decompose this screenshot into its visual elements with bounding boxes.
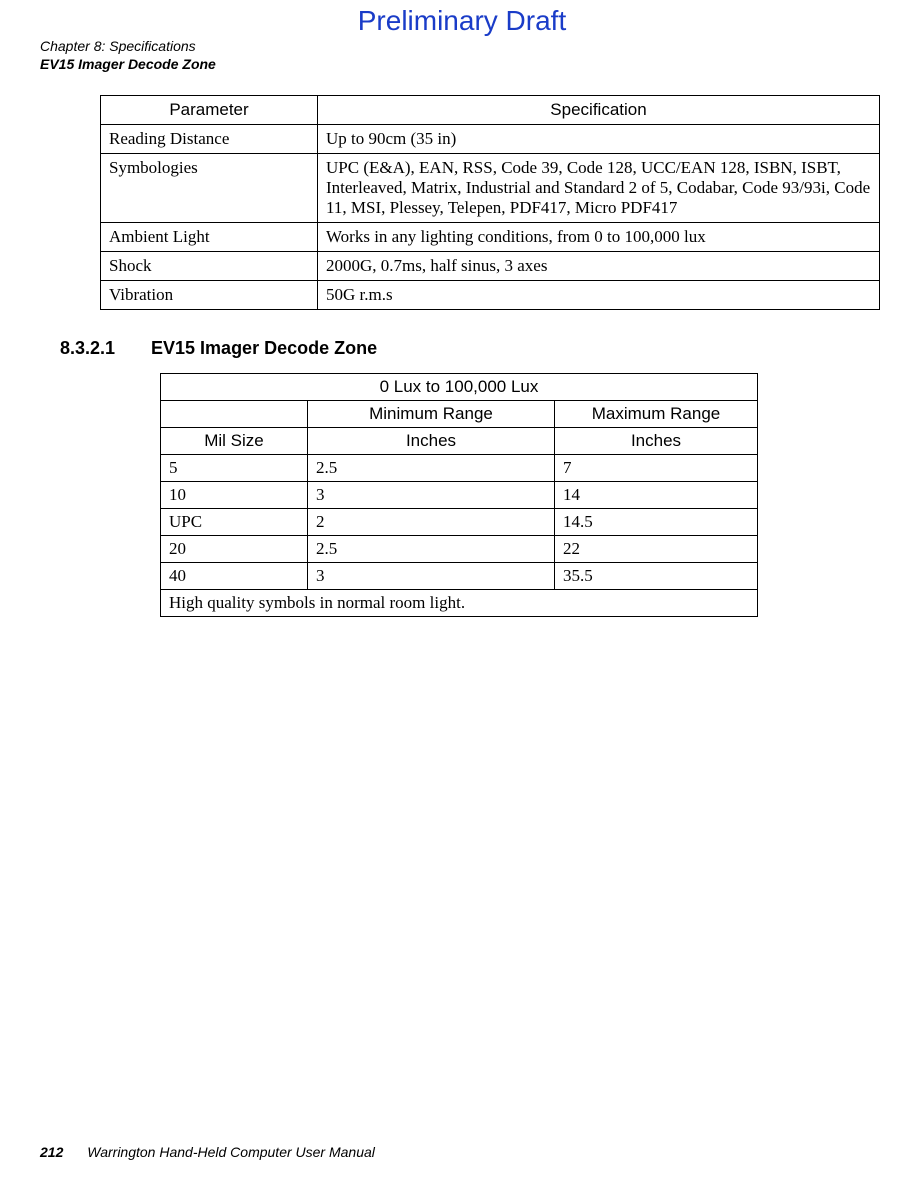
spec-param: Shock bbox=[101, 252, 318, 281]
section-title: EV15 Imager Decode Zone bbox=[151, 338, 377, 358]
decode-mil: 10 bbox=[161, 482, 308, 509]
spec-table-header-row: Parameter Specification bbox=[101, 96, 880, 125]
section-number: 8.3.2.1 bbox=[60, 338, 146, 359]
table-row: 40 3 35.5 bbox=[161, 563, 758, 590]
decode-max: 35.5 bbox=[555, 563, 758, 590]
decode-min: 3 bbox=[308, 482, 555, 509]
decode-footer-text: High quality symbols in normal room ligh… bbox=[161, 590, 758, 617]
decode-min: 2.5 bbox=[308, 536, 555, 563]
spec-header-parameter: Parameter bbox=[101, 96, 318, 125]
content-area: Parameter Specification Reading Distance… bbox=[60, 0, 864, 617]
decode-max: 14 bbox=[555, 482, 758, 509]
running-head-line2: EV15 Imager Decode Zone bbox=[40, 56, 216, 74]
decode-title: 0 Lux to 100,000 Lux bbox=[161, 374, 758, 401]
table-row: UPC 2 14.5 bbox=[161, 509, 758, 536]
decode-mil: 5 bbox=[161, 455, 308, 482]
decode-min: 2 bbox=[308, 509, 555, 536]
spec-value: UPC (E&A), EAN, RSS, Code 39, Code 128, … bbox=[318, 154, 880, 223]
decode-max-unit: Inches bbox=[555, 428, 758, 455]
decode-mil: 20 bbox=[161, 536, 308, 563]
table-row: 5 2.5 7 bbox=[161, 455, 758, 482]
table-row: Reading Distance Up to 90cm (35 in) bbox=[101, 125, 880, 154]
decode-footer-row: High quality symbols in normal room ligh… bbox=[161, 590, 758, 617]
table-row: Vibration 50G r.m.s bbox=[101, 281, 880, 310]
page-number: 212 bbox=[40, 1144, 63, 1160]
spec-param: Ambient Light bbox=[101, 223, 318, 252]
spec-param: Reading Distance bbox=[101, 125, 318, 154]
decode-mil-size-header: Mil Size bbox=[161, 428, 308, 455]
decode-min-range-header: Minimum Range bbox=[308, 401, 555, 428]
decode-max-range-header: Maximum Range bbox=[555, 401, 758, 428]
decode-min: 2.5 bbox=[308, 455, 555, 482]
decode-min-unit: Inches bbox=[308, 428, 555, 455]
spec-value: 2000G, 0.7ms, half sinus, 3 axes bbox=[318, 252, 880, 281]
spec-param: Symbologies bbox=[101, 154, 318, 223]
section-heading: 8.3.2.1 EV15 Imager Decode Zone bbox=[60, 338, 864, 359]
spec-header-specification: Specification bbox=[318, 96, 880, 125]
running-head-line1: Chapter 8: Specifications bbox=[40, 38, 216, 56]
decode-zone-table: 0 Lux to 100,000 Lux Minimum Range Maxim… bbox=[160, 373, 758, 617]
page: Preliminary Draft Chapter 8: Specificati… bbox=[0, 0, 924, 1195]
decode-blank-header bbox=[161, 401, 308, 428]
spec-value: 50G r.m.s bbox=[318, 281, 880, 310]
spec-param: Vibration bbox=[101, 281, 318, 310]
decode-mil: 40 bbox=[161, 563, 308, 590]
spec-table: Parameter Specification Reading Distance… bbox=[100, 95, 880, 310]
page-footer: 212 Warrington Hand-Held Computer User M… bbox=[40, 1144, 375, 1160]
table-row: Shock 2000G, 0.7ms, half sinus, 3 axes bbox=[101, 252, 880, 281]
table-row: Ambient Light Works in any lighting cond… bbox=[101, 223, 880, 252]
decode-max: 22 bbox=[555, 536, 758, 563]
decode-mil: UPC bbox=[161, 509, 308, 536]
watermark-text: Preliminary Draft bbox=[0, 5, 924, 37]
decode-max: 7 bbox=[555, 455, 758, 482]
table-row: 10 3 14 bbox=[161, 482, 758, 509]
decode-min: 3 bbox=[308, 563, 555, 590]
spec-value: Works in any lighting conditions, from 0… bbox=[318, 223, 880, 252]
spec-value: Up to 90cm (35 in) bbox=[318, 125, 880, 154]
running-head: Chapter 8: Specifications EV15 Imager De… bbox=[40, 38, 216, 73]
table-row: Symbologies UPC (E&A), EAN, RSS, Code 39… bbox=[101, 154, 880, 223]
decode-subheader-row: Minimum Range Maximum Range bbox=[161, 401, 758, 428]
decode-unit-row: Mil Size Inches Inches bbox=[161, 428, 758, 455]
table-row: 20 2.5 22 bbox=[161, 536, 758, 563]
decode-max: 14.5 bbox=[555, 509, 758, 536]
decode-title-row: 0 Lux to 100,000 Lux bbox=[161, 374, 758, 401]
footer-title: Warrington Hand-Held Computer User Manua… bbox=[87, 1144, 375, 1160]
